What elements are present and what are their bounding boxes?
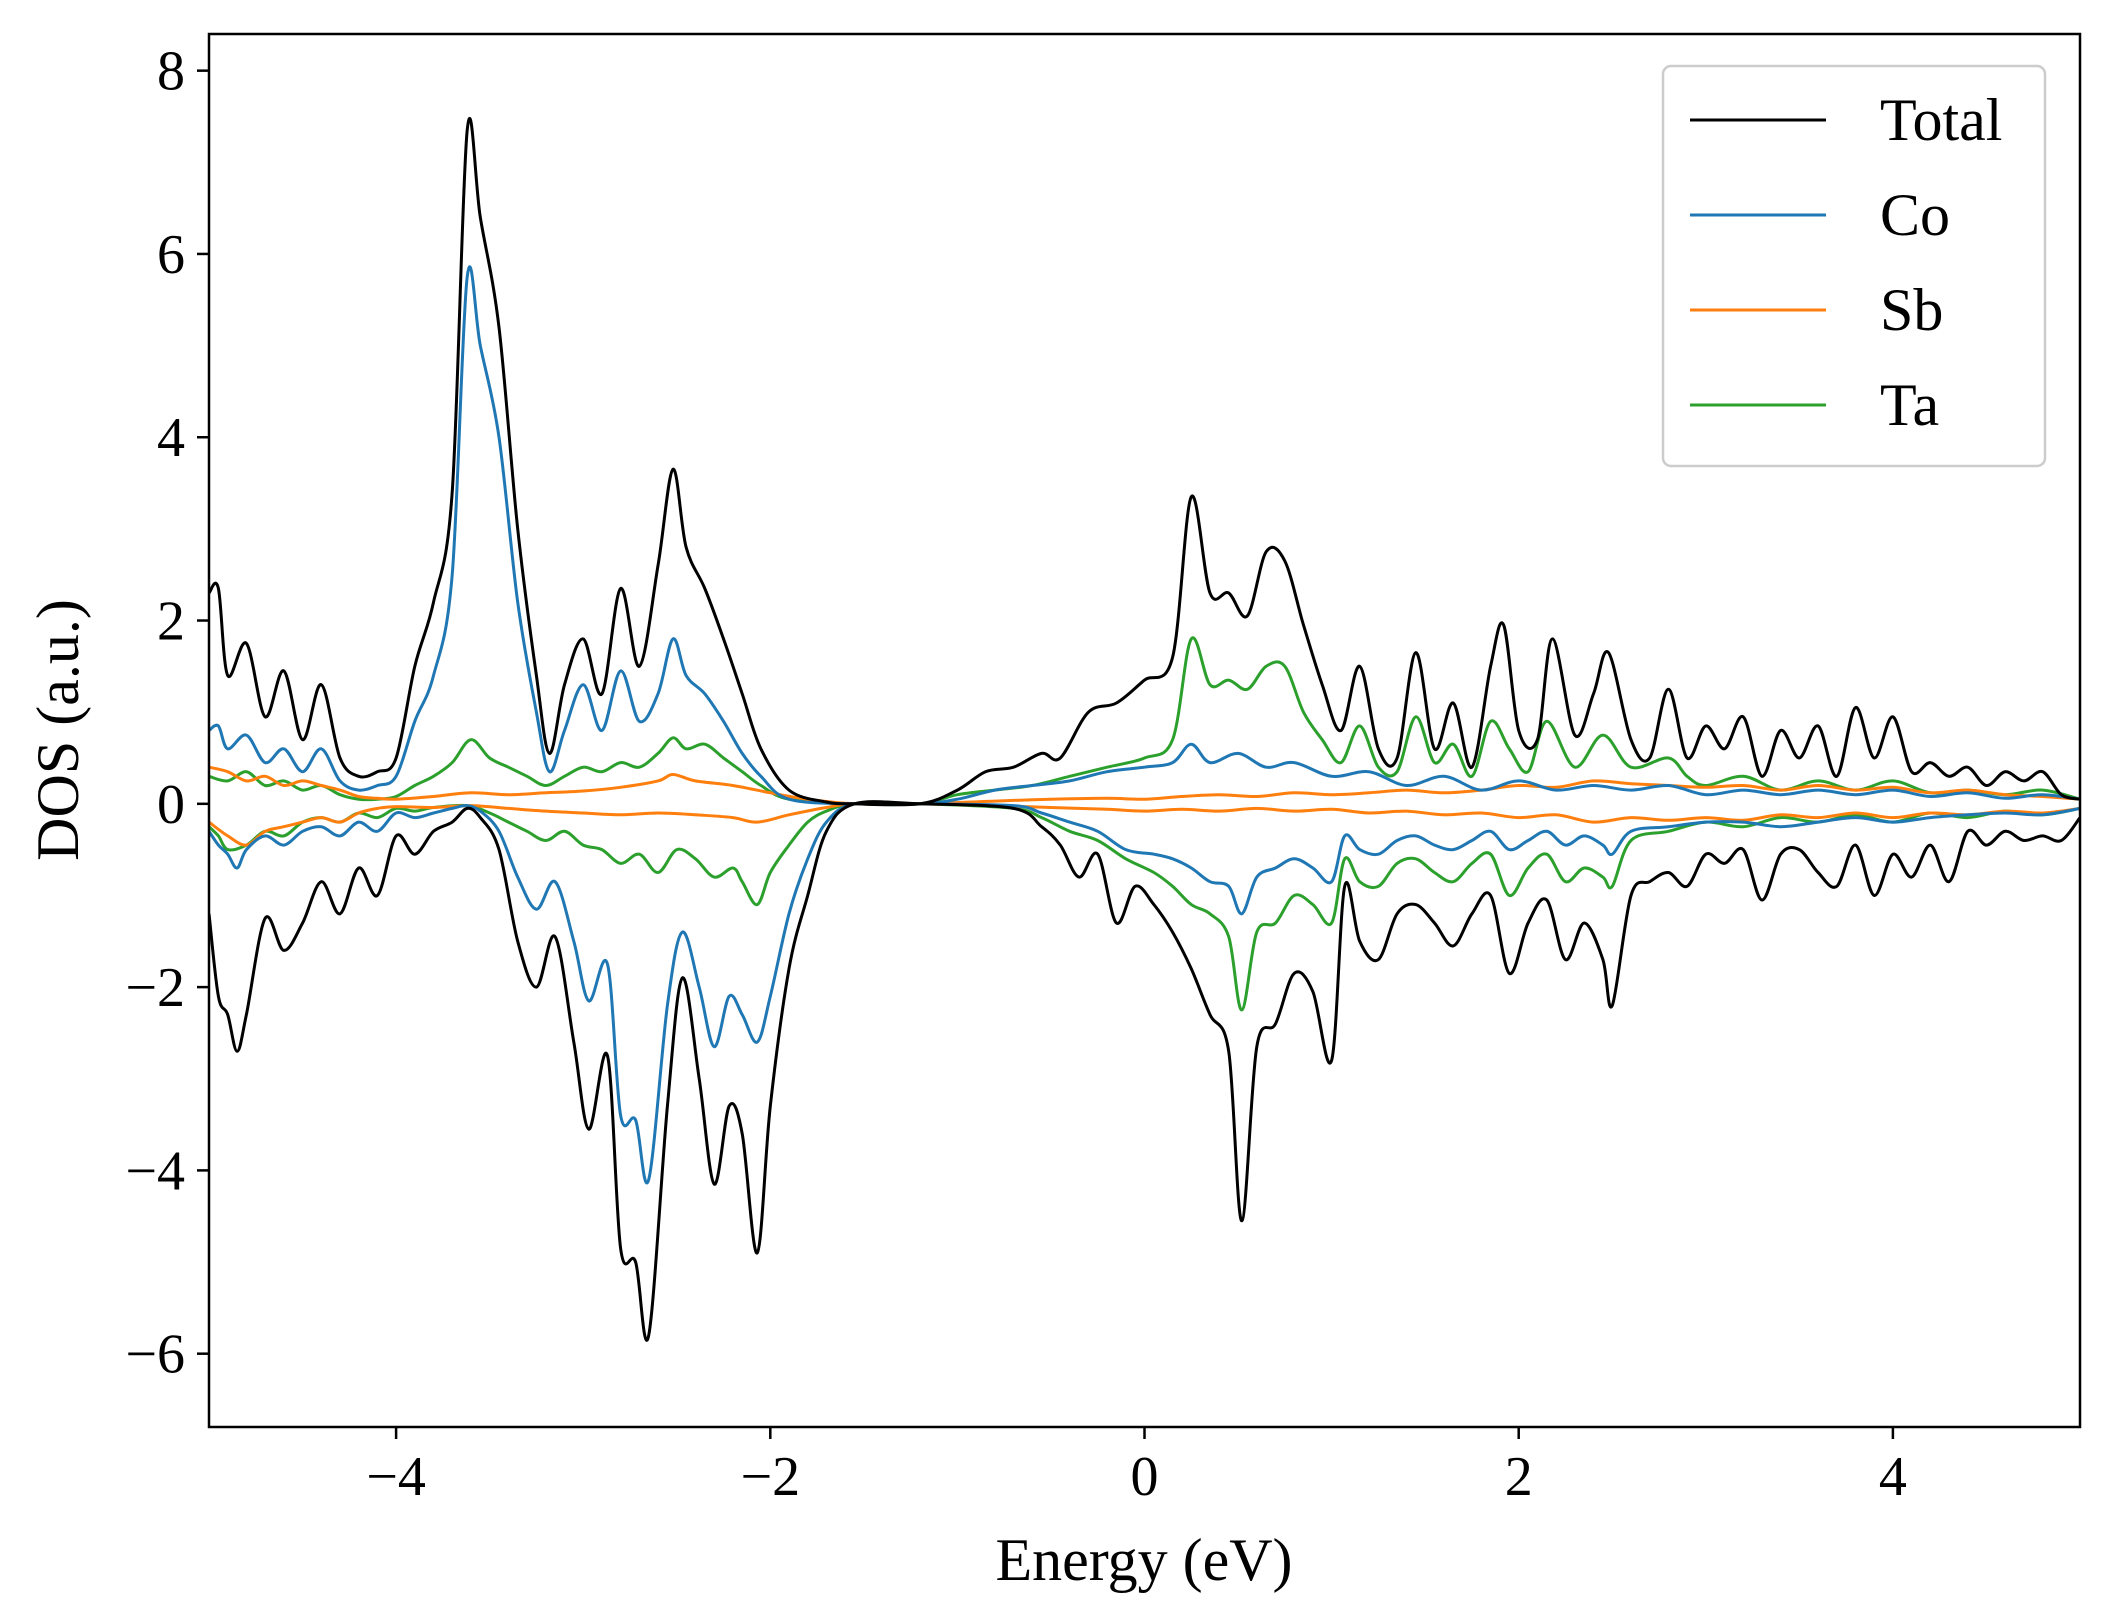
- y-tick-label: −2: [125, 957, 185, 1019]
- legend-label-co: Co: [1880, 182, 1950, 248]
- y-tick-label: 6: [157, 224, 185, 286]
- series-co-up-line: [209, 265, 2080, 806]
- series-total-up-line: [209, 117, 2080, 807]
- series-sb-up-line: [209, 765, 2080, 806]
- x-tick-label: −4: [366, 1446, 426, 1508]
- y-tick-label: 0: [157, 774, 185, 836]
- legend-label-ta: Ta: [1880, 372, 1939, 438]
- x-tick-label: 4: [1879, 1446, 1907, 1508]
- y-tick-label: 8: [157, 41, 185, 103]
- y-tick-label: 2: [157, 591, 185, 653]
- x-tick-label: 0: [1131, 1446, 1159, 1508]
- legend-label-sb: Sb: [1880, 277, 1943, 343]
- legend-label-total: Total: [1880, 87, 2002, 153]
- series-sb-down-line: [209, 801, 2080, 847]
- y-tick-label: 4: [157, 407, 185, 469]
- y-tick-label: −6: [125, 1324, 185, 1386]
- series-co-down-line: [209, 800, 2080, 1185]
- y-tick-label: −4: [125, 1140, 185, 1202]
- series-layer: [209, 117, 2080, 1342]
- legend-box: [1661, 64, 2047, 468]
- x-tick-label: −2: [741, 1446, 801, 1508]
- legend: Total Co Sb Ta: [1661, 64, 2047, 468]
- x-axis-label: Energy (eV): [995, 1527, 1292, 1593]
- ticks-layer: −4 −2 0 2 4 −6 −4 −2 0 2 4 6 8: [125, 41, 1906, 1508]
- x-tick-label: 2: [1505, 1446, 1533, 1508]
- y-axis-label: DOS (a.u.): [25, 599, 91, 861]
- series-ta-up-line: [209, 636, 2080, 807]
- series-total-down-line: [209, 800, 2080, 1342]
